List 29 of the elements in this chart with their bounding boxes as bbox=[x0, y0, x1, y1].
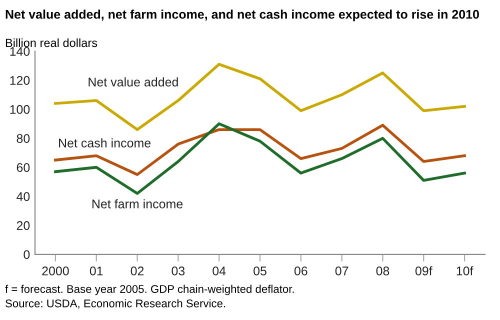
line-series bbox=[54, 62, 466, 131]
x-tick-label: 07 bbox=[335, 266, 348, 276]
y-tick-label: 0 bbox=[24, 250, 30, 260]
y-tick-label: 120 bbox=[10, 76, 30, 85]
y-tick-label: 140 bbox=[10, 47, 30, 56]
y-tick-label: 80 bbox=[16, 134, 30, 143]
x-tick-label: 06 bbox=[294, 266, 308, 276]
text: f = forecast. Base year 2005. GDP chain-weighted deflator. bbox=[5, 284, 294, 296]
chart-title: Net value added, net farm income, and net cash income expected to rise in 2010 bbox=[6, 10, 479, 22]
series-label: Net cash income bbox=[59, 138, 151, 148]
y-tick-label: 20 bbox=[16, 221, 30, 230]
x-tick-label: 08 bbox=[376, 266, 390, 276]
y-tick-label: 40 bbox=[16, 192, 30, 201]
x-tick-label: 01 bbox=[90, 266, 103, 276]
line-series bbox=[54, 122, 466, 195]
y-axis-title: Billion real dollars bbox=[6, 38, 98, 48]
x-tick-label: 02 bbox=[130, 266, 144, 276]
x-tick-label: 04 bbox=[212, 266, 226, 276]
x-tick-label: 03 bbox=[172, 266, 185, 276]
y-tick-label: 100 bbox=[10, 105, 30, 114]
x-tick-label: 2000 bbox=[42, 266, 69, 276]
y-tick-label: 60 bbox=[16, 163, 30, 172]
series-label: Net farm income bbox=[92, 199, 183, 208]
x-tick-label: 10f bbox=[456, 266, 474, 276]
source-note: Source: USDA, Economic Research Service. bbox=[6, 299, 226, 309]
x-tick-label: 05 bbox=[254, 266, 266, 276]
line-series bbox=[54, 124, 466, 176]
series-label: Net value added bbox=[88, 77, 178, 86]
x-tick-label: 09f bbox=[415, 266, 432, 276]
